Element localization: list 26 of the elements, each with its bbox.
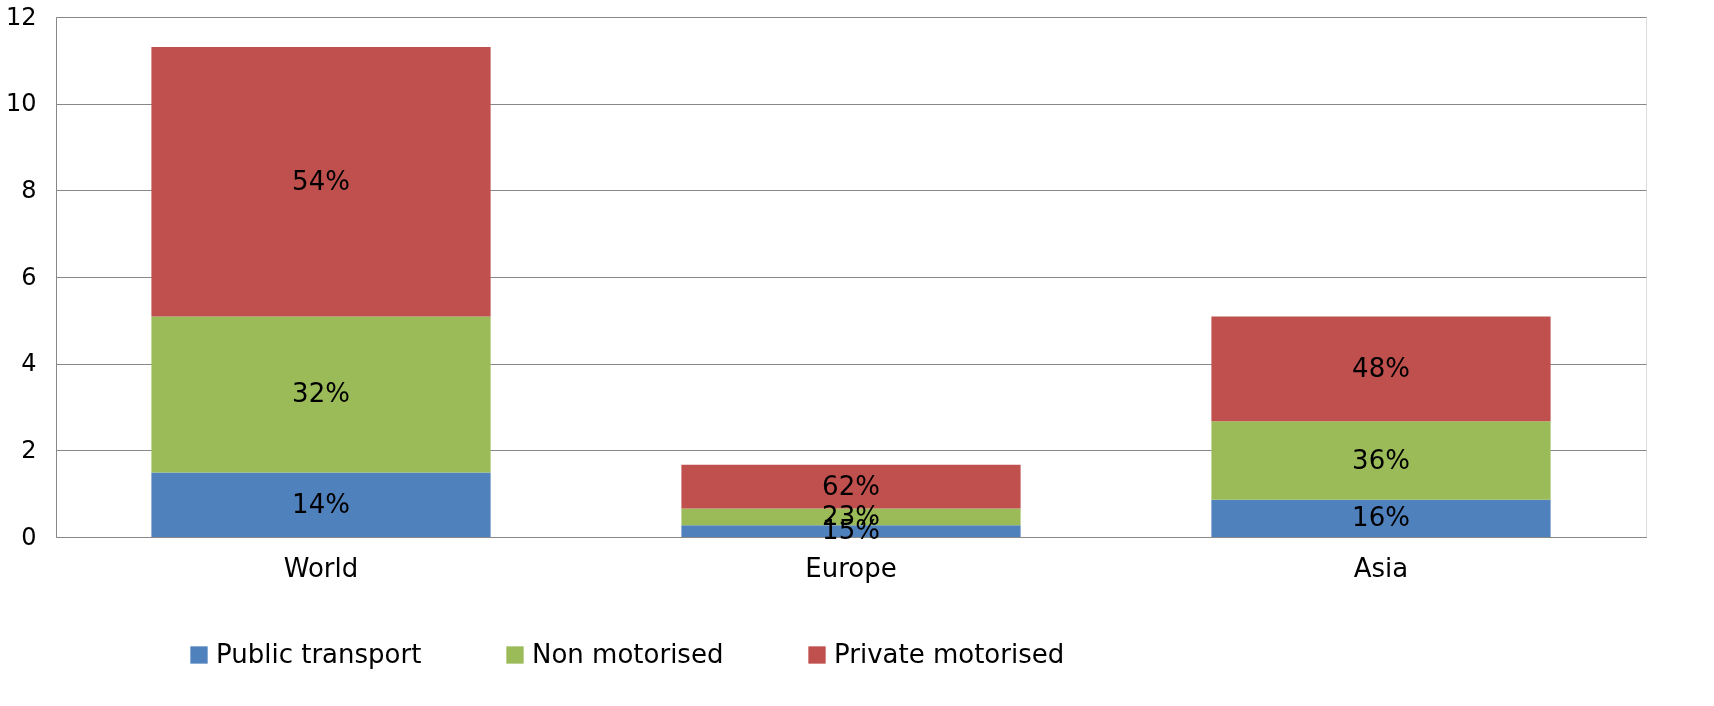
x-tick-label: World <box>283 552 359 583</box>
y-tick-label: 0 <box>21 522 37 551</box>
legend-label: Private motorised <box>834 639 1065 669</box>
bar <box>151 316 491 473</box>
y-tick-label: 2 <box>21 435 37 464</box>
bar <box>151 472 491 537</box>
y-tick-label: 10 <box>5 89 37 118</box>
bar <box>1211 316 1551 422</box>
annotation: 48% <box>1352 352 1410 383</box>
legend-label: Non motorised <box>532 639 724 669</box>
annotation: 32% <box>292 378 350 409</box>
legend-label: Public transport <box>216 639 422 669</box>
x-tick-label: Europe <box>805 552 897 583</box>
x-tick-label: Asia <box>1353 552 1409 583</box>
y-tick-label: 12 <box>5 2 37 31</box>
annotation: 14% <box>292 488 350 519</box>
y-tick-label: 8 <box>21 175 37 204</box>
bar <box>1211 499 1551 537</box>
annotation: 16% <box>1352 502 1410 533</box>
bar <box>151 46 491 317</box>
y-tick-label: 4 <box>21 349 37 378</box>
y-tick-label: 6 <box>21 262 37 291</box>
annotation: 54% <box>292 165 350 196</box>
bar <box>1211 421 1551 500</box>
annotation: 36% <box>1352 444 1410 475</box>
annotation: 62% <box>822 470 880 501</box>
